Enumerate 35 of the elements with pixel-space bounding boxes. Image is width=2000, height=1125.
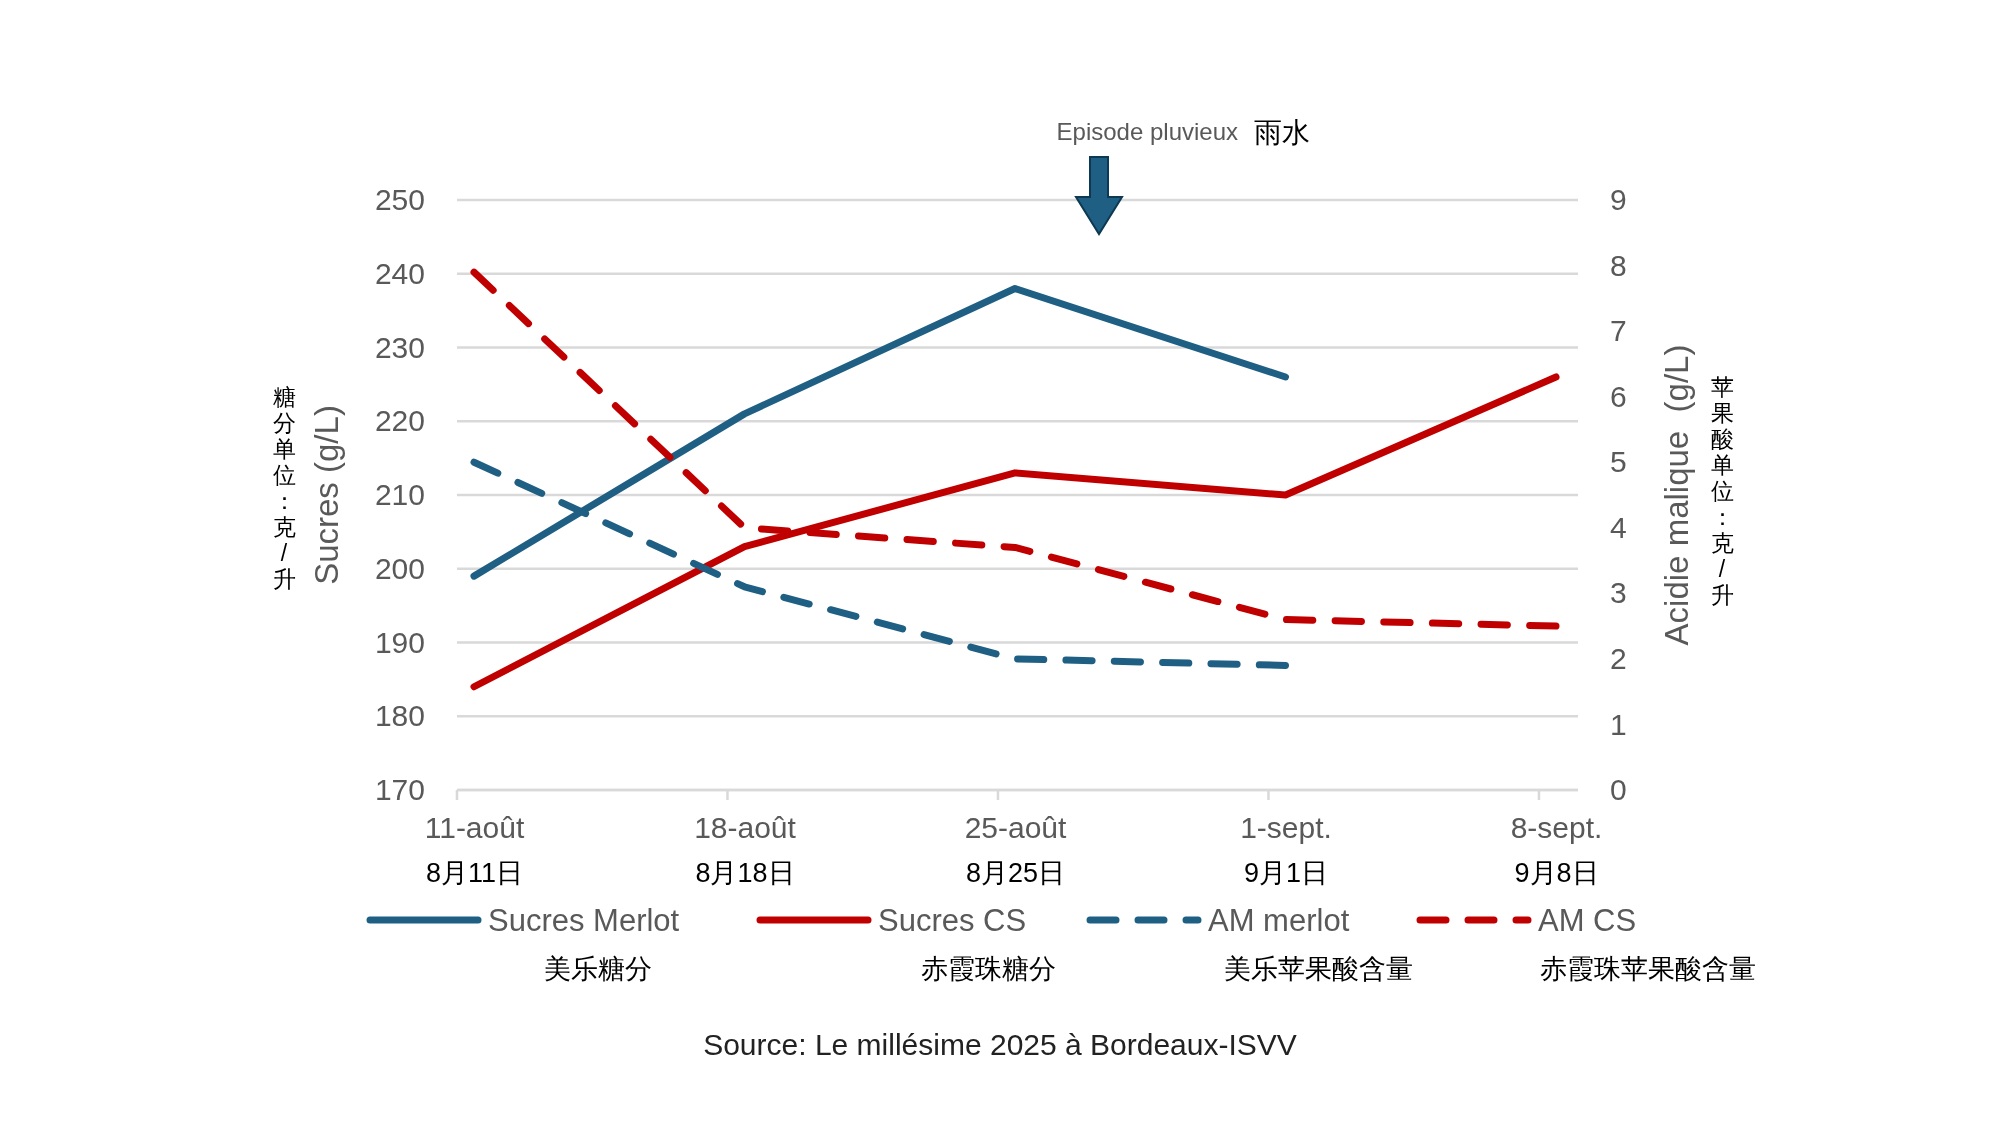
y-axis-title: Sucres (g/L) [308, 405, 345, 585]
y-tick-label: 240 [374, 256, 425, 290]
text: Episode pluvieux [1056, 118, 1238, 145]
x-tick-label: 25-août 8月25日 [964, 811, 1068, 888]
x-tick-label: 11-août 8月11日 [424, 811, 525, 888]
y-tick-label: 220 [374, 404, 425, 438]
x-tick-label: 18-août 8月18日 [694, 811, 797, 888]
y-tick-label: 190 [374, 625, 425, 659]
source-note: Source: Le millésime 2025 à Bordeaux-ISVV [703, 1028, 1297, 1061]
legend-label: Sucres CS 赤霞珠糖分 [878, 903, 1056, 984]
y2-tick-label: 7 [1610, 314, 1627, 348]
y-tick-label: 250 [374, 183, 425, 217]
y2-tick-label: 9 [1610, 183, 1627, 217]
y2-tick-label: 8 [1610, 248, 1627, 282]
y2-tick-label: 0 [1610, 773, 1627, 807]
text: 苹果酸单位：克/升 [1710, 374, 1734, 608]
y2-tick-label: 4 [1610, 510, 1627, 544]
y-tick-label: 180 [374, 699, 425, 733]
y2-tick-label: 2 [1610, 641, 1627, 675]
y-tick-label: 210 [374, 478, 425, 512]
y2-tick-label: 3 [1610, 576, 1627, 610]
y-tick-label: 230 [374, 330, 425, 364]
y2-axis-title: Acidie malique (g/L) [1658, 344, 1695, 646]
y2-tick-label: 5 [1610, 445, 1627, 479]
x-tick-label: 8-sept. 9月8日 [1510, 811, 1603, 888]
y-tick-label: 170 [374, 773, 425, 807]
y-tick-label: 200 [374, 551, 425, 585]
legend-label: AM CS 赤霞珠苹果酸含量 [1538, 903, 1756, 984]
y2-tick-label: 6 [1610, 379, 1627, 413]
legend-label: AM merlot 美乐苹果酸含量 [1208, 903, 1413, 984]
text: 雨水 [1254, 117, 1310, 148]
y2-tick-label: 1 [1610, 707, 1627, 741]
legend-label: Sucres Merlot 美乐糖分 [488, 903, 680, 984]
text: 糖分单位：克/升 [272, 384, 296, 592]
x-tick-label: 1-sept. 9月1日 [1240, 811, 1332, 888]
